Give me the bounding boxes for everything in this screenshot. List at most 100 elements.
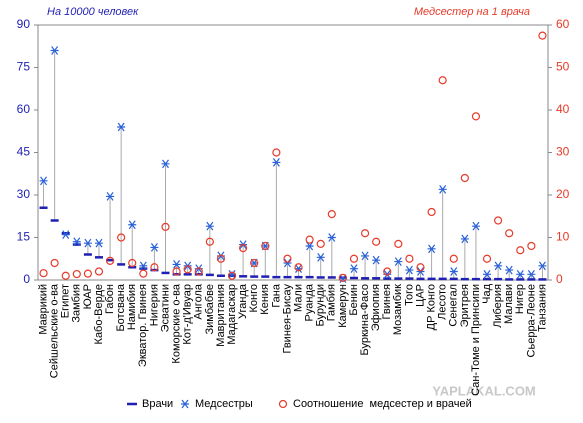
ratio-mark	[139, 269, 148, 278]
ratio-mark	[372, 237, 381, 246]
nurse-mark	[316, 252, 325, 262]
nurse-mark	[272, 158, 281, 167]
ratio-mark	[327, 210, 336, 219]
x-tick-label: Малави	[503, 284, 515, 324]
nurse-mark	[471, 221, 480, 231]
ratio-mark	[272, 148, 281, 157]
y-tick-label: 90	[17, 17, 31, 31]
x-tick-label: Гвинея-Бисау	[281, 284, 293, 354]
ratio-mark	[261, 241, 270, 251]
nurse-mark	[283, 258, 292, 268]
y2-tick-label: 50	[556, 60, 570, 74]
nurse-mark	[305, 241, 314, 251]
x-tick-label: Эритрея	[459, 284, 471, 327]
x-tick-label: Зимбабве	[204, 284, 216, 335]
ratio-mark	[183, 265, 192, 274]
y-tick-label: 75	[17, 60, 31, 74]
x-tick-label: Египет	[60, 284, 72, 318]
ratio-mark	[283, 254, 292, 263]
ratio-mark	[205, 237, 214, 246]
x-tick-label: Камерун	[337, 284, 349, 328]
right-axis-title: Медсестер на 1 врача	[414, 6, 530, 18]
ratio-mark	[83, 269, 92, 278]
x-tick-label: Мозамбик	[392, 284, 404, 335]
y2-tick-label: 30	[556, 145, 570, 159]
nurse-mark	[538, 261, 547, 271]
x-tick-label: Габон	[104, 284, 116, 314]
ratio-mark	[338, 273, 347, 282]
y-tick-label: 30	[17, 187, 31, 201]
legend-swatch	[181, 399, 189, 409]
ratio-mark	[105, 256, 115, 265]
x-tick-label: Бенин	[348, 284, 360, 316]
nurse-mark	[39, 176, 48, 186]
x-tick-label: Экватор. Гвинея	[137, 284, 149, 367]
x-tick-label: Намибия	[126, 284, 138, 330]
nurse-mark	[172, 260, 181, 269]
nurse-mark	[327, 233, 336, 242]
ratio-mark	[405, 254, 414, 263]
nurse-mark	[150, 243, 159, 252]
ratio-mark	[72, 269, 81, 279]
x-tick-label: Бурунди	[315, 284, 327, 327]
nurse-mark	[361, 251, 370, 261]
legend-swatch	[278, 399, 288, 409]
x-tick-label: Либерия	[492, 284, 504, 328]
nurse-mark	[72, 237, 81, 247]
ratio-mark	[305, 235, 314, 244]
x-tick-label: Чад	[481, 283, 493, 303]
x-tick-label: Кот-д'Ивуар	[182, 284, 194, 345]
x-tick-label: Кабо-Верде	[93, 284, 105, 344]
nurse-mark	[139, 261, 148, 271]
y-tick-label: 60	[17, 102, 31, 116]
nurse-mark	[61, 230, 70, 240]
y-tick-label: 0	[23, 272, 30, 286]
x-tick-label: Буркина-Фасо	[359, 284, 371, 356]
x-tick-label: ЮАР	[82, 284, 94, 309]
ratio-mark	[194, 267, 203, 276]
ratio-mark	[216, 254, 226, 263]
ratio-mark	[50, 258, 59, 268]
ratio-mark	[438, 76, 447, 85]
nurse-mark	[106, 192, 115, 201]
watermark: YAPLAKAL.COM	[432, 383, 536, 398]
ratio-mark	[117, 233, 126, 242]
y-tick-label: 45	[17, 145, 31, 159]
ratio-mark	[360, 229, 370, 238]
nurse-mark	[94, 238, 103, 248]
x-tick-label: Эфиопия	[370, 284, 382, 331]
legend-label: Медсестры	[195, 398, 253, 410]
ratio-mark	[416, 263, 425, 272]
nurse-mark	[438, 184, 447, 194]
nurse-mark	[117, 122, 126, 132]
left-axis-title: На 10000 человек	[47, 6, 139, 18]
nurse-mark	[372, 255, 381, 265]
ratio-mark	[294, 263, 303, 272]
ratio-mark	[39, 269, 48, 278]
nurse-mark	[161, 159, 170, 169]
x-tick-label: Ботсвана	[115, 283, 127, 331]
ratio-mark	[128, 258, 137, 268]
x-tick-label: Сейшельские о-ва	[49, 283, 61, 378]
nurse-mark	[483, 269, 492, 279]
nurse-mark	[460, 234, 469, 244]
nurse-mark	[449, 267, 458, 276]
x-tick-label: Мавритания	[215, 284, 227, 347]
ratio-mark	[538, 31, 547, 40]
x-tick-label: Уганда	[237, 283, 249, 319]
x-tick-label: Сьерра-Леоне	[525, 284, 537, 357]
nurse-mark	[516, 269, 525, 279]
x-tick-label: Коморские о-ва	[170, 283, 182, 363]
nurse-mark	[405, 265, 414, 275]
ratio-mark	[316, 239, 325, 248]
y2-tick-label: 20	[556, 187, 570, 201]
nurse-mark	[83, 238, 92, 248]
nurse-mark	[394, 257, 403, 266]
ratio-mark	[460, 173, 469, 183]
x-tick-label: Того	[403, 284, 415, 306]
ratio-mark	[172, 267, 181, 276]
x-tick-label: Танзания	[536, 284, 548, 332]
ratio-mark	[239, 244, 248, 253]
x-tick-label: Замбия	[71, 284, 83, 323]
ratio-mark	[394, 239, 403, 248]
